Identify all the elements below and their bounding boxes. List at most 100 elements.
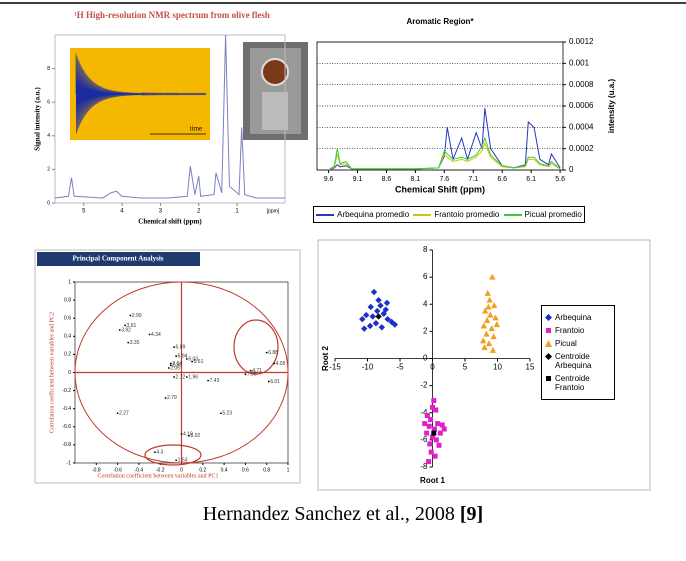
point-label: 1.53 — [178, 458, 188, 464]
y-tick-label: 2 — [47, 167, 50, 173]
point-label: 2.79 — [167, 395, 177, 401]
series-line — [328, 141, 561, 171]
marker — [384, 315, 391, 323]
y-axis-label: Correlation coefficient between variable… — [48, 312, 55, 433]
point-label: 2.64 — [172, 361, 182, 367]
point-label: 2.99 — [132, 313, 142, 319]
marker — [424, 412, 430, 418]
y-axis-label: intensity (u.a.) — [607, 79, 616, 134]
y-axis-label: Signal intensity (a.u.) — [34, 87, 42, 151]
legend-marker-shape — [546, 376, 551, 381]
marker — [486, 296, 493, 303]
point-label: 7.06 — [247, 372, 257, 378]
plot-area — [316, 41, 564, 171]
x-tick-label: -0.2 — [156, 467, 165, 473]
x-tick-label: 0 — [430, 363, 435, 372]
marker — [375, 313, 382, 320]
point-label: 6.01 — [270, 379, 280, 385]
y-tick-label: 0.001 — [569, 58, 590, 67]
y-tick-label: -4 — [420, 408, 428, 417]
legend-swatch — [316, 213, 335, 216]
legend-item: Arbequina promedio — [316, 210, 409, 219]
marker — [492, 314, 499, 321]
y-tick-label: 0.6 — [64, 316, 71, 322]
marker — [489, 273, 496, 280]
point — [175, 355, 178, 358]
x-axis-label: Root 1 — [420, 476, 445, 485]
x-tick-label: 15 — [526, 363, 535, 372]
marker — [382, 306, 389, 313]
panel-frame — [317, 239, 651, 491]
marker — [431, 398, 437, 404]
y-tick-label: -0.2 — [62, 388, 71, 394]
marker — [370, 288, 378, 296]
point-label: 5.02 — [190, 433, 200, 439]
marker — [430, 404, 435, 410]
legend-item: Picual promedio — [503, 210, 582, 219]
legend-marker — [545, 353, 552, 360]
x-tick-label: 8.6 — [382, 176, 392, 183]
x-tick-label: -5 — [396, 363, 404, 372]
marker — [433, 407, 439, 413]
marker — [493, 321, 501, 328]
y-tick-label: -0.4 — [62, 406, 71, 412]
point-label: 2.27 — [119, 411, 129, 417]
y-tick-label: 0.0006 — [569, 101, 594, 110]
series-line — [328, 108, 561, 171]
legend-marker — [546, 376, 551, 381]
series-line — [54, 34, 285, 199]
point-label: 4.34 — [151, 332, 161, 338]
point — [175, 459, 178, 462]
x-tick-label: 0.4 — [221, 467, 228, 473]
x-tick-label: 5 — [82, 209, 86, 215]
y-tick-label: -1 — [67, 460, 72, 466]
y-tick-label: -8 — [420, 462, 428, 471]
marker — [422, 421, 428, 427]
y-tick-label: -2 — [420, 381, 428, 390]
x-tick-label: -10 — [362, 363, 374, 372]
caption: Hernandez Sanchez et al., 2008 [9] — [0, 503, 686, 526]
point-label: 7.43 — [210, 378, 220, 384]
y-tick-label: 0.0008 — [569, 80, 594, 89]
marker — [428, 449, 434, 455]
marker — [374, 307, 381, 315]
panel-frame — [34, 249, 301, 484]
photo-detail — [261, 58, 289, 86]
marker — [366, 322, 374, 330]
y-tick-label: 2 — [423, 326, 428, 335]
x-unit: [ppm] — [267, 208, 280, 214]
legend-swatch — [503, 213, 522, 216]
point — [153, 451, 156, 454]
photo-detail — [262, 92, 288, 130]
marker — [481, 307, 489, 314]
x-tick-label: 0 — [180, 467, 183, 473]
y-tick-label: 8 — [47, 66, 50, 72]
y-tick-label: 4 — [47, 133, 50, 139]
point-label: 6.88 — [268, 350, 278, 356]
x-tick-label: 0.8 — [263, 467, 270, 473]
marker — [490, 333, 497, 340]
marker — [489, 346, 497, 353]
marker — [426, 459, 432, 465]
y-tick-label: 0.0012 — [569, 37, 594, 46]
point — [169, 362, 172, 365]
legend-item: Picual — [544, 339, 612, 348]
legend-marker — [545, 314, 552, 321]
marker — [484, 289, 491, 296]
point — [220, 412, 222, 415]
marker — [433, 437, 439, 443]
marker — [439, 422, 445, 428]
y-tick-label: -0.6 — [62, 424, 71, 430]
point — [173, 376, 175, 378]
point — [265, 351, 268, 354]
point — [116, 412, 119, 415]
point — [164, 396, 167, 399]
point-label: 6.89 — [176, 344, 186, 350]
y-tick-label: 0.0004 — [569, 122, 594, 131]
marker — [483, 317, 491, 324]
x-tick-label: 7.1 — [468, 176, 478, 183]
y-tick-label: 6 — [47, 100, 50, 106]
point — [185, 358, 188, 360]
y-tick-label: 0.0002 — [569, 144, 594, 153]
marker — [367, 303, 374, 311]
